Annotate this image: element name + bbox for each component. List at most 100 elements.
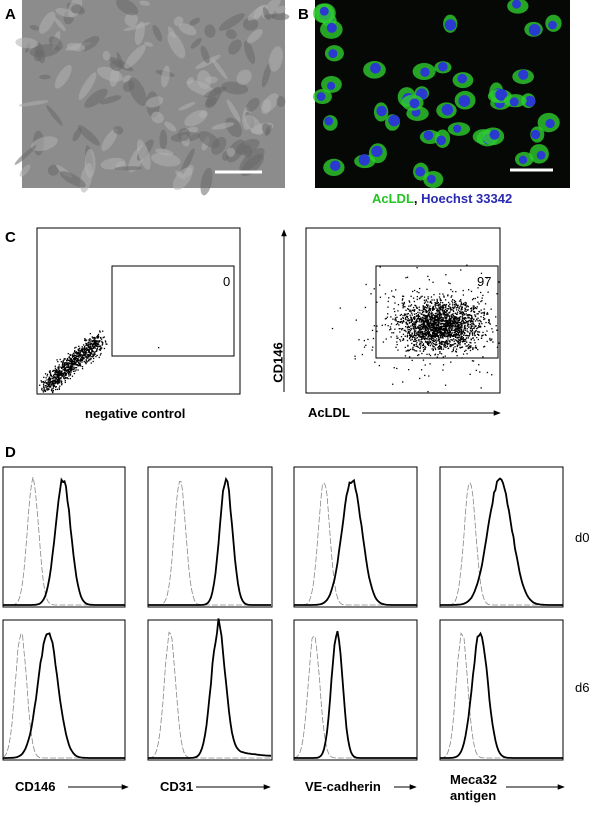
dot [101, 339, 102, 340]
dot [464, 317, 465, 318]
nucleus [457, 74, 467, 84]
dot [412, 323, 413, 324]
dot [481, 323, 482, 324]
dot [388, 297, 389, 298]
dot [449, 304, 450, 305]
dot [102, 342, 103, 343]
dot [416, 350, 417, 351]
dot [421, 328, 422, 329]
dot [46, 379, 47, 380]
dot [446, 313, 447, 314]
dot [429, 339, 430, 340]
dot [472, 330, 473, 331]
dot [417, 307, 418, 308]
dot [425, 311, 426, 312]
dot [482, 297, 483, 298]
dot [424, 318, 425, 319]
dot [467, 310, 468, 311]
axis-label: CD146 [271, 342, 286, 382]
dot [443, 356, 444, 357]
dot [433, 308, 434, 309]
dot [480, 292, 481, 293]
dot [432, 323, 433, 324]
dot [84, 346, 85, 347]
dot [434, 320, 435, 321]
dot [82, 359, 83, 360]
dot [437, 356, 438, 357]
dot [470, 328, 471, 329]
dot [95, 351, 96, 352]
dot [444, 345, 445, 346]
dot [451, 330, 452, 331]
dot [478, 339, 479, 340]
dot [438, 332, 439, 333]
dot [54, 383, 55, 384]
dot [472, 299, 473, 300]
dot [435, 318, 436, 319]
dot [460, 301, 461, 302]
dot [396, 368, 397, 369]
dot [457, 346, 458, 347]
dot [94, 338, 95, 339]
dot [414, 349, 415, 350]
dot [66, 362, 67, 363]
dot [440, 335, 441, 336]
dot [392, 384, 393, 385]
dot [453, 322, 454, 323]
dot [450, 321, 451, 322]
dot [409, 301, 410, 302]
dot [67, 377, 68, 378]
dot [460, 304, 461, 305]
dot [422, 334, 423, 335]
dot [432, 336, 433, 337]
dot [407, 329, 408, 330]
dot [73, 367, 74, 368]
dot [464, 326, 465, 327]
nucleus [327, 82, 335, 90]
dot [86, 343, 87, 344]
dot [399, 331, 400, 332]
dot [405, 310, 406, 311]
dot [49, 380, 50, 381]
dot [438, 308, 439, 309]
nucleus [529, 24, 541, 36]
dot [423, 359, 424, 360]
dot [45, 390, 46, 391]
dot [440, 320, 441, 321]
dot [439, 293, 440, 294]
dot [468, 306, 469, 307]
dot [397, 349, 398, 350]
dot [485, 335, 486, 336]
dot [410, 336, 411, 337]
dot [88, 356, 89, 357]
dot [436, 344, 437, 345]
dot [84, 357, 85, 358]
dot [399, 328, 400, 329]
dot [414, 311, 415, 312]
dot [475, 347, 476, 348]
dot [419, 321, 420, 322]
dot [487, 372, 488, 373]
dot [465, 330, 466, 331]
dot [462, 316, 463, 317]
dot [426, 300, 427, 301]
control-histogram [3, 477, 125, 605]
dot [427, 338, 428, 339]
panel-label: D [5, 444, 16, 461]
dot [396, 317, 397, 318]
dot [452, 291, 453, 292]
dot [470, 324, 471, 325]
dot [487, 341, 488, 342]
dot [442, 337, 443, 338]
dot [100, 353, 101, 354]
dot [95, 345, 96, 346]
nucleus [537, 151, 546, 160]
dot [59, 386, 60, 387]
dot [456, 331, 457, 332]
dot [397, 344, 398, 345]
dot [97, 346, 98, 347]
dot [71, 364, 72, 365]
dot [433, 327, 434, 328]
dot [498, 281, 499, 282]
dot [424, 300, 425, 301]
